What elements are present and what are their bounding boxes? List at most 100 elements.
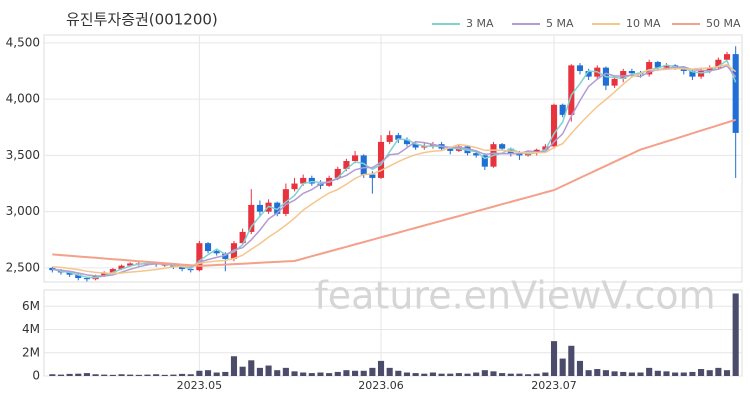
volume-bar	[135, 374, 142, 376]
ma-line	[52, 118, 736, 267]
volume-bar	[127, 374, 134, 376]
volume-bar	[248, 360, 255, 376]
volume-bar	[464, 373, 471, 376]
candle-body	[196, 243, 203, 271]
volume-bar	[429, 372, 436, 376]
candle-body	[386, 135, 393, 142]
volume-bar	[438, 373, 445, 376]
watermark: feature.enViewV.com	[314, 274, 715, 318]
candle-body	[395, 135, 402, 140]
candle-body	[308, 177, 315, 184]
volume-bar	[507, 373, 514, 376]
volume-bar	[161, 374, 168, 376]
volume-bar	[101, 374, 108, 376]
volume-bar	[611, 371, 618, 376]
y-tick-label: 0	[32, 369, 40, 383]
volume-bar	[187, 374, 194, 376]
volume-bar	[57, 374, 65, 376]
candle-body	[274, 202, 281, 214]
ma-line	[52, 63, 737, 275]
volume-panel	[43, 289, 743, 377]
volume-bar	[412, 373, 419, 376]
candle-body	[352, 155, 359, 162]
candle-body	[421, 146, 428, 148]
volume-bar	[360, 370, 367, 376]
y-tick-label: 4,500	[6, 35, 40, 49]
volume-bar	[620, 371, 627, 376]
legend-label: 50 MA	[706, 17, 741, 30]
candle-body	[550, 104, 558, 147]
candle-body	[628, 71, 635, 74]
candle-body	[447, 148, 454, 151]
volume-bar	[455, 373, 462, 376]
volume-bar	[447, 373, 454, 376]
candle-body	[473, 153, 480, 156]
candle-body	[585, 71, 592, 77]
volume-bar	[92, 374, 99, 376]
candle-body	[732, 54, 739, 133]
volume-bar	[663, 371, 670, 376]
candle-body	[369, 174, 376, 178]
candle-body	[698, 71, 705, 77]
volume-bar	[204, 370, 212, 376]
candle-body	[723, 54, 731, 60]
candle-body	[222, 253, 229, 259]
candle-body	[66, 272, 73, 275]
candle-body	[213, 251, 220, 254]
volume-bar	[308, 373, 315, 376]
y-tick-label: 6M	[22, 299, 40, 313]
chart-title: 유진투자증권(001200)	[66, 11, 218, 29]
volume-bar	[533, 373, 540, 376]
candle-body	[101, 272, 108, 276]
volume-bar	[723, 370, 731, 376]
candle-body	[646, 62, 653, 75]
volume-bar	[179, 373, 186, 376]
candle-body	[300, 177, 307, 184]
volume-bar	[516, 373, 523, 376]
volume-bar	[153, 374, 160, 376]
volume-bar	[654, 370, 661, 376]
candle-body	[204, 243, 212, 252]
volume-bar	[421, 373, 428, 376]
candle-body	[187, 269, 194, 271]
volume-bar	[222, 371, 229, 376]
volume-bar	[300, 372, 307, 376]
volume-bar	[144, 374, 151, 376]
volume-bar	[689, 371, 696, 376]
volume-bar	[326, 373, 333, 376]
candle-body	[161, 264, 168, 266]
volume-bar	[715, 367, 722, 376]
volume-bar	[698, 369, 705, 376]
volume-bar	[343, 370, 350, 376]
volume-bar	[274, 370, 281, 376]
legend-label: 5 MA	[546, 17, 574, 30]
y-tick-label: 4,000	[6, 92, 40, 106]
volume-bar	[576, 360, 584, 376]
volume-bar	[473, 372, 480, 376]
x-tick-label: 2023.07	[531, 379, 577, 392]
volume-bar	[672, 372, 679, 376]
volume-bar	[75, 373, 82, 376]
volume-bar	[265, 365, 272, 376]
volume-bar	[49, 374, 56, 376]
candle-body	[542, 146, 549, 150]
volume-bar	[732, 293, 739, 376]
candle-body	[334, 168, 341, 178]
volume-bar	[568, 345, 575, 376]
candle-body	[611, 78, 618, 86]
legend-label: 3 MA	[466, 17, 494, 30]
candle-body	[689, 71, 696, 77]
volume-bar	[196, 370, 203, 376]
candle-body	[568, 65, 575, 115]
volume-bar	[256, 367, 263, 376]
volume-bar	[230, 356, 238, 376]
candle-body	[83, 278, 90, 280]
volume-bar	[637, 372, 644, 376]
candle-body	[654, 62, 661, 68]
candle-body	[360, 155, 367, 175]
volume-bar	[602, 370, 609, 376]
volume-bar	[386, 367, 393, 376]
candle-body	[291, 183, 298, 190]
volume-bar	[118, 374, 125, 376]
